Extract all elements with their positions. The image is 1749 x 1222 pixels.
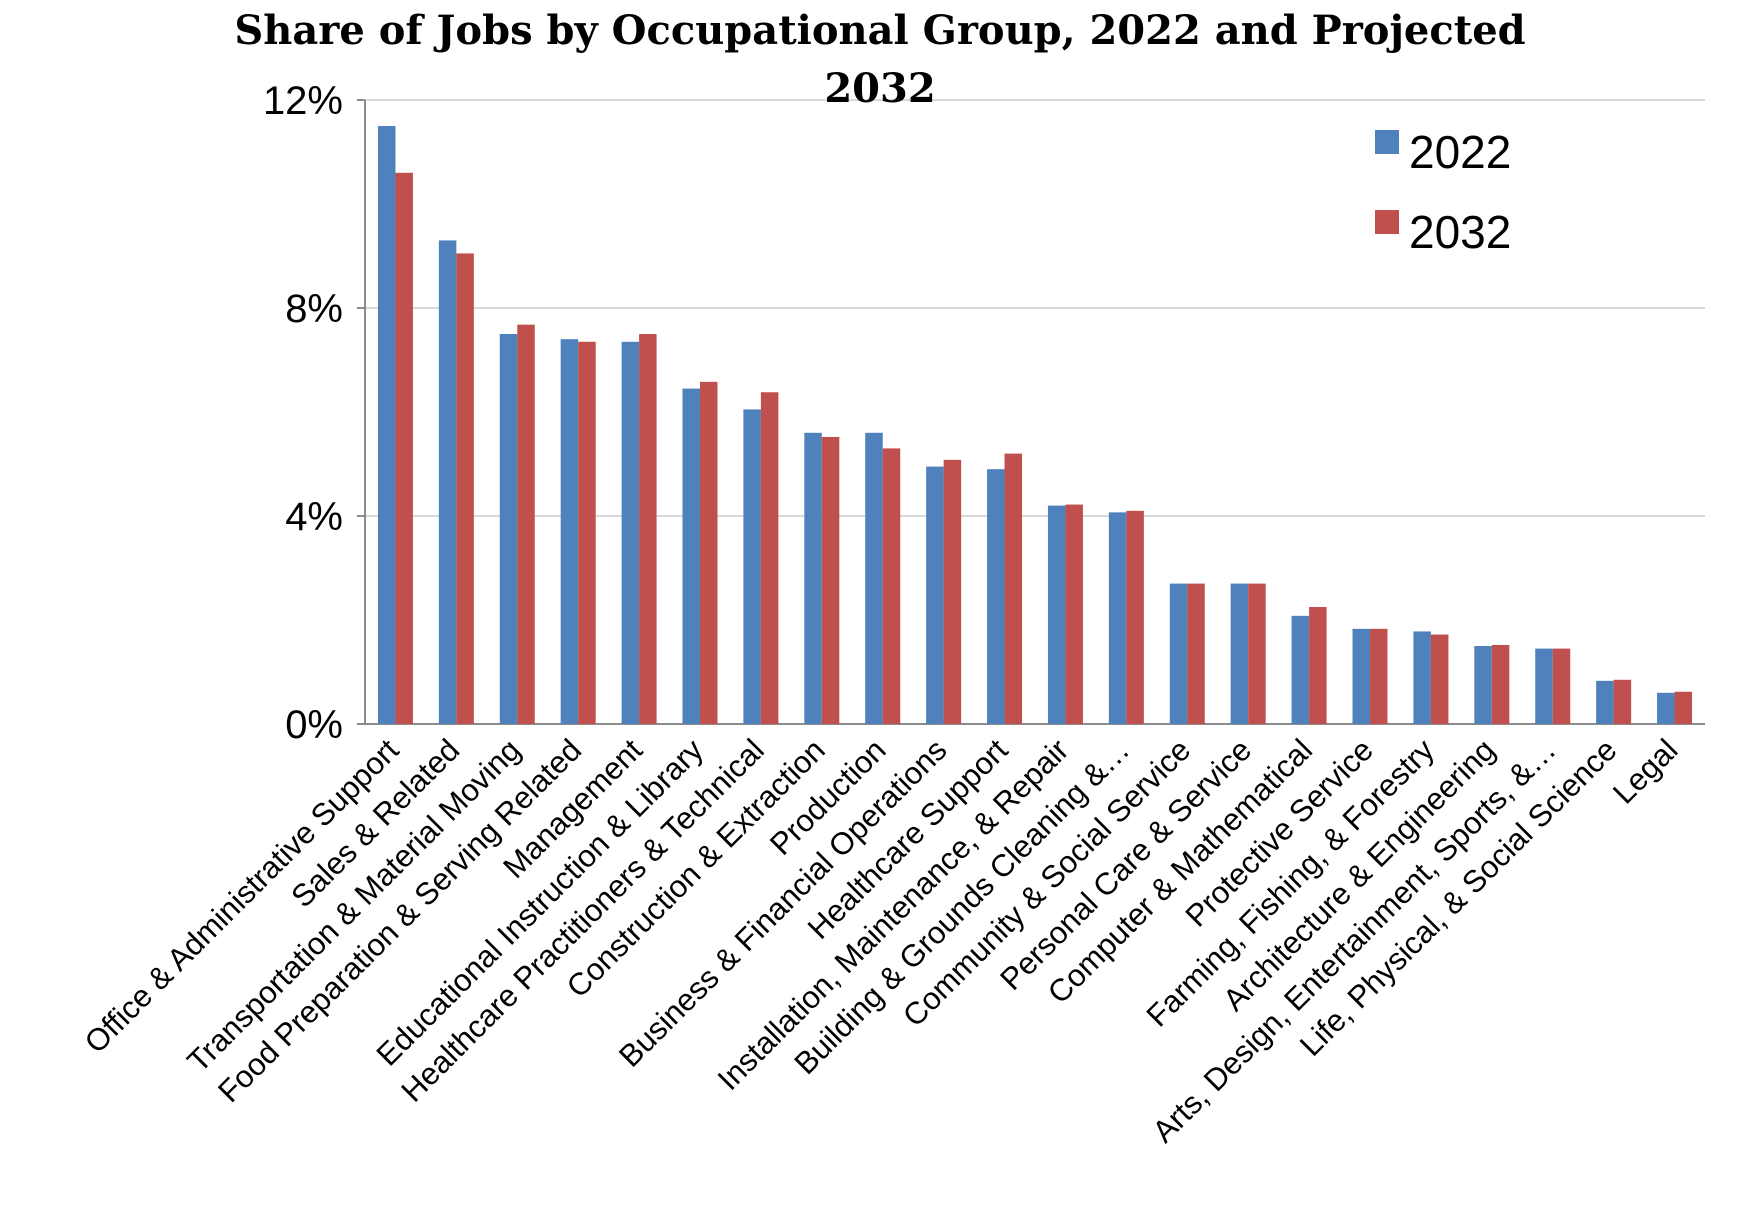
bar-2022-11	[1047, 505, 1066, 724]
bar-2032-2	[517, 324, 535, 724]
y-tick-label: 0%	[285, 703, 343, 747]
bar-2022-10	[987, 469, 1005, 724]
y-tick-label: 8%	[285, 287, 343, 331]
y-tick-label: 12%	[263, 79, 343, 123]
bar-2022-8	[865, 432, 883, 724]
bar-2022-4	[621, 341, 640, 724]
bar-2022-1	[438, 240, 457, 724]
bar-2022-6	[743, 409, 761, 724]
bar-2032-12	[1126, 510, 1144, 724]
legend-swatch-2032	[1375, 210, 1399, 234]
legend-label-2022: 2022	[1409, 126, 1511, 178]
bar-2022-17	[1413, 631, 1431, 724]
bar-2022-5	[682, 388, 700, 724]
legend-label-2032: 2032	[1409, 206, 1511, 258]
x-category-label: Legal	[1606, 732, 1684, 810]
bar-2022-2	[499, 334, 518, 724]
bar-2032-8	[882, 448, 901, 724]
bar-2032-14	[1248, 583, 1266, 724]
bar-2032-9	[943, 459, 962, 724]
bar-2032-19	[1552, 648, 1571, 724]
bar-2022-7	[804, 432, 822, 724]
bar-2022-0	[377, 126, 396, 724]
bar-2032-7	[821, 436, 840, 724]
bar-2022-15	[1291, 615, 1310, 724]
bar-2022-12	[1108, 512, 1127, 724]
bar-2032-18	[1491, 644, 1510, 724]
bar-2032-1	[456, 253, 474, 724]
bar-2032-0	[395, 172, 413, 725]
bar-2022-19	[1535, 648, 1553, 724]
bar-2022-9	[926, 466, 944, 724]
bar-2032-4	[639, 334, 657, 724]
legend-swatch-2022	[1375, 130, 1399, 154]
bar-2022-16	[1352, 628, 1370, 724]
bar-2022-18	[1474, 646, 1492, 724]
bar-2032-21	[1674, 691, 1693, 724]
bar-2032-10	[1004, 453, 1023, 724]
bar-2032-20	[1613, 679, 1632, 724]
bar-2022-3	[560, 339, 579, 724]
bar-2032-3	[578, 341, 596, 724]
bar-2032-5	[700, 381, 718, 724]
bar-2022-13	[1169, 583, 1188, 724]
bar-2032-13	[1187, 583, 1205, 724]
bar-2022-20	[1596, 680, 1614, 724]
bar-2032-15	[1309, 607, 1327, 724]
bar-2032-16	[1370, 628, 1388, 724]
chart-title: Share of Jobs by Occupational Group, 202…	[234, 7, 1526, 112]
bar-2022-14	[1230, 583, 1249, 724]
bar-2032-17	[1430, 634, 1449, 724]
bar-2022-21	[1657, 692, 1675, 724]
y-tick-label: 4%	[285, 495, 343, 539]
bar-2032-6	[760, 392, 779, 724]
bar-2032-11	[1065, 504, 1083, 724]
